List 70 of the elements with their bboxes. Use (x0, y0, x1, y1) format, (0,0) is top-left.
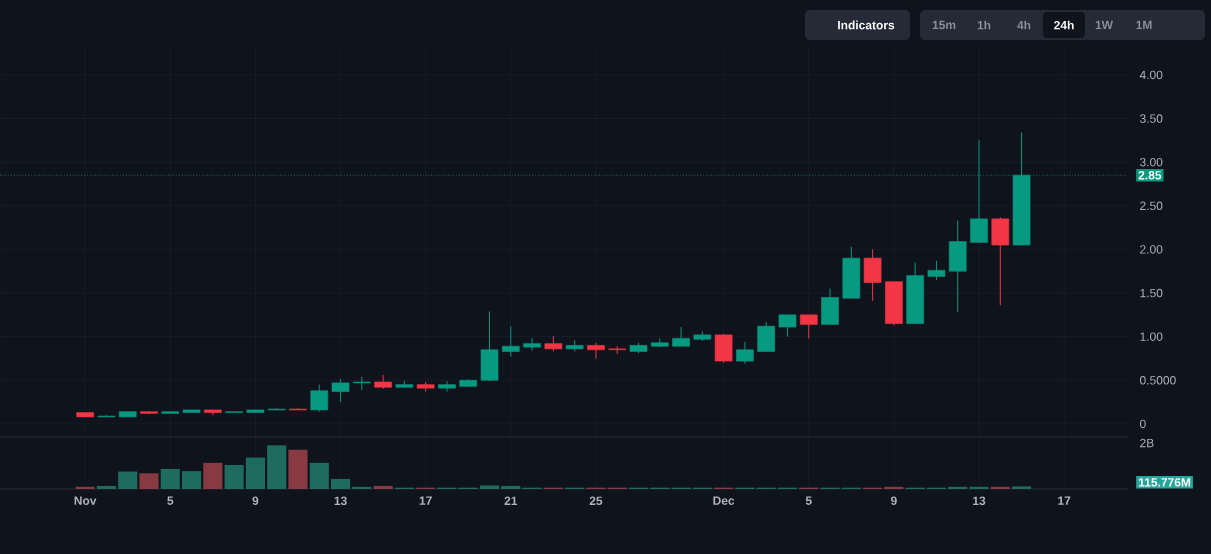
bar (181, 471, 202, 489)
y-tick-label: 1.50 (1140, 288, 1163, 298)
ref-line-label: 2.85 (1138, 171, 1162, 180)
candlestick (161, 411, 180, 414)
bar (309, 462, 329, 489)
candlestick (736, 341, 754, 365)
y-tick-label: 1.00 (1140, 332, 1163, 341)
bar (75, 486, 95, 489)
candlestick (310, 384, 329, 413)
bar (1012, 486, 1032, 489)
bar (96, 485, 116, 489)
candlestick (799, 314, 818, 339)
x-tick-label: 17 (419, 496, 432, 505)
x-tick-label: Dec (713, 496, 735, 505)
text: 1W (1095, 20, 1113, 30)
bar (969, 486, 989, 489)
candlestick (182, 409, 201, 413)
x-tick-label: 13 (334, 496, 347, 506)
bar (245, 457, 265, 489)
x-tick-label: 9 (252, 496, 259, 506)
candlestick (118, 411, 137, 418)
candlestick (927, 260, 946, 281)
text: 1M (1136, 20, 1152, 30)
bar (267, 445, 287, 489)
candlestick (76, 412, 94, 418)
candlestick (374, 374, 392, 390)
candlestick (587, 342, 605, 359)
y-tick-label: 3.00 (1139, 157, 1163, 167)
x-tick-label: 5 (167, 496, 174, 505)
candlestick (246, 409, 265, 413)
candlestick (778, 314, 797, 338)
x-tick-label: 13 (973, 496, 986, 506)
bar (118, 471, 138, 489)
text: 1h (977, 20, 991, 30)
bar (479, 485, 500, 489)
y-tick-label: 0 (1140, 419, 1146, 429)
bar (288, 449, 308, 489)
text: Indicators (838, 20, 895, 30)
text: 115.776M (1138, 478, 1191, 487)
candlestick (523, 337, 541, 352)
candlestick (501, 325, 520, 358)
bar (373, 485, 393, 489)
candlestick (438, 380, 456, 393)
x-tick-label: 21 (504, 496, 518, 505)
x-tick-label: Nov (74, 496, 97, 505)
bar (501, 485, 521, 489)
x-tick-label: 17 (1058, 496, 1071, 505)
bar (990, 486, 1010, 489)
x-tick-label: 5 (805, 496, 812, 505)
y-tick-label: 4.00 (1139, 70, 1163, 80)
bar (224, 465, 244, 489)
bar (330, 478, 351, 489)
y-tick-label: 2.50 (1140, 201, 1163, 211)
text: 24h (1054, 20, 1074, 30)
bar (139, 473, 159, 489)
y-tick-label: 0.5000 (1140, 376, 1176, 385)
bar (352, 486, 372, 489)
candlestick (331, 378, 350, 403)
x-tick-label: 9 (890, 496, 897, 506)
bar (948, 486, 968, 489)
text: 2B (1140, 438, 1154, 448)
bar (884, 486, 904, 489)
text: 4h (1017, 20, 1031, 30)
candlestick (672, 326, 690, 347)
x-tick-label: 25 (589, 496, 603, 506)
bar (160, 468, 180, 489)
text: 15m (932, 20, 956, 30)
y-tick-label: 2.00 (1140, 245, 1163, 254)
bar (203, 462, 223, 489)
y-tick-label: 3.50 (1139, 114, 1163, 123)
